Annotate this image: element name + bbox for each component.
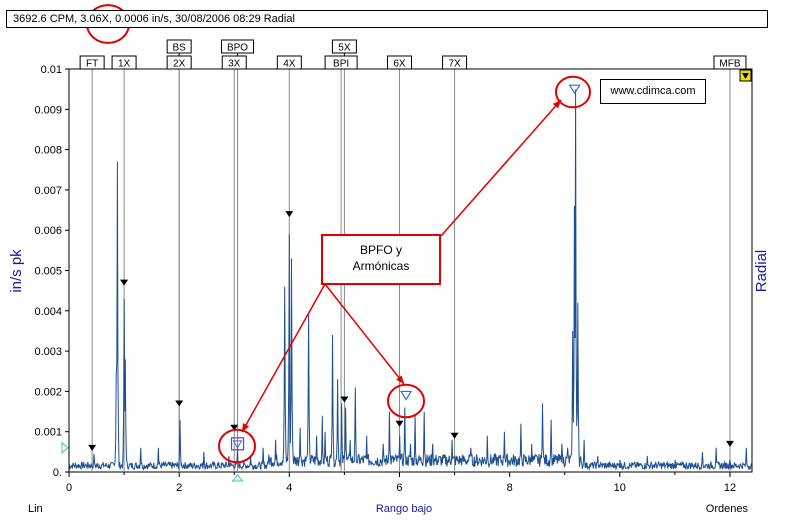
x-tick-label: 12 <box>724 482 736 494</box>
arrowhead-icon <box>552 100 561 109</box>
order-marker-label: MFB <box>719 59 740 70</box>
fault-mark-icon <box>285 211 294 218</box>
order-marker-label: 3X <box>228 59 241 70</box>
x-unit-label: Ordenes <box>706 503 749 515</box>
order-marker-box <box>386 55 412 70</box>
order-marker-label: 6X <box>393 59 406 70</box>
order-marker-box <box>713 55 747 70</box>
order-marker-label: 5X <box>338 43 351 54</box>
arrowhead-icon <box>242 423 250 432</box>
callout-line-2: Armónicas <box>352 259 410 273</box>
y-tick-label: 0.007 <box>34 185 62 197</box>
order-marker-label: 2X <box>173 59 186 70</box>
cursor-triangle-icon <box>232 440 243 449</box>
spectrum-line <box>68 89 753 471</box>
order-marker-label: 1X <box>118 59 131 70</box>
cursor-markers <box>61 84 581 482</box>
fault-mark-icon <box>340 396 349 403</box>
cursor-readout-bar: 3692.6 CPM, 3.06X, 0.0006 in/s, 30/08/20… <box>6 10 768 28</box>
fault-mark-icon <box>230 424 239 431</box>
x-tick-label: 2 <box>176 482 182 494</box>
website-watermark: www.cdimca.com <box>600 79 706 104</box>
y-tick-label: 0.006 <box>34 225 62 237</box>
fault-mark-icon <box>88 444 97 451</box>
callout-arrow <box>440 99 562 237</box>
y-axis-title: in/s pk <box>8 249 25 293</box>
order-marker-box <box>166 55 192 70</box>
end-cursor-icon[interactable] <box>739 69 752 82</box>
cursor-triangle-icon <box>400 390 413 401</box>
spectrum-series <box>68 89 753 471</box>
order-marker-box <box>111 55 137 70</box>
y-tick-label: 0.005 <box>34 266 62 278</box>
order-marker-label: FT <box>86 59 98 70</box>
order-marker-box <box>79 55 105 70</box>
right-axis-title: Radial <box>753 250 770 293</box>
callout-arrow <box>241 283 326 433</box>
order-marker-box <box>276 55 302 70</box>
x-cursor-icon <box>231 474 244 482</box>
cursor-readout: 3692.6 CPM, 3.06X, 0.0006 in/s, 30/08/20… <box>13 13 295 25</box>
fault-mark-icon <box>175 400 184 407</box>
y-tick-label: 0. <box>53 467 62 479</box>
axis-ticks: 0. 0.001 0.002 0.003 0.004 0.005 0.006 0.007 0.0… <box>34 64 736 494</box>
fault-mark-icon <box>120 279 129 286</box>
fault-mark-icon <box>450 432 459 439</box>
y-tick-label: 0.01 <box>41 64 62 76</box>
arrowhead-icon <box>396 375 404 384</box>
y-tick-label: 0.004 <box>34 306 62 318</box>
fault-mark-icon <box>395 420 404 427</box>
annotations <box>86 4 591 464</box>
y-tick-label: 0.001 <box>34 427 62 439</box>
x-tick-label: 6 <box>396 482 402 494</box>
callout-line-1: BPFO y <box>359 243 402 257</box>
y-tick-label: 0.009 <box>34 104 62 116</box>
x-tick-label: 8 <box>507 482 513 494</box>
scale-type-label: Lin <box>28 503 43 515</box>
y-tick-label: 0.003 <box>34 346 62 358</box>
x-tick-label: 0 <box>66 482 72 494</box>
bpfo-callout: BPFO y Armónicas <box>321 234 441 285</box>
order-marker-label: BPI <box>333 59 349 70</box>
cursor-highlight-circle <box>387 383 425 419</box>
order-marker-box <box>324 55 358 70</box>
order-marker-label: 7X <box>448 59 461 70</box>
cursor-highlight-circle <box>555 75 591 109</box>
x-axis-title: Rango bajo <box>376 503 432 515</box>
order-marker-label: BPO <box>227 43 248 54</box>
cursor-highlight-circle <box>218 428 256 464</box>
cursor-triangle-icon <box>568 84 581 95</box>
order-marker-label: BS <box>172 43 186 54</box>
order-marker-box <box>221 55 247 70</box>
cursor-box-icon <box>230 437 245 451</box>
fault-mark-icon <box>725 440 734 447</box>
y-cursor-icon <box>61 441 69 454</box>
order-marker-label: 4X <box>283 59 296 70</box>
x-tick-label: 4 <box>286 482 292 494</box>
order-marker-box <box>442 55 468 70</box>
callout-arrow <box>324 283 405 385</box>
y-tick-label: 0.008 <box>34 145 62 157</box>
y-tick-label: 0.002 <box>34 386 62 398</box>
x-tick-label: 10 <box>614 482 626 494</box>
fault-frequency-marks <box>88 211 734 451</box>
